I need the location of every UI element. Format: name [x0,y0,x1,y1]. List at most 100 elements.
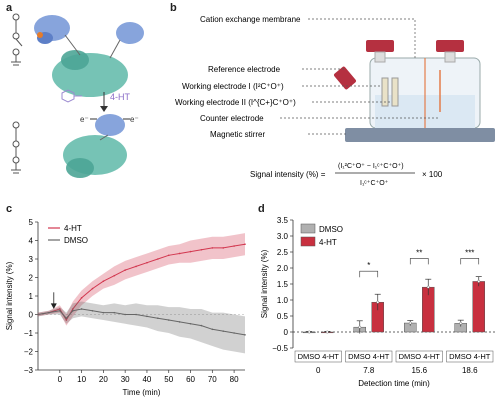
y-axis-label: Signal intensity (%) [260,249,269,318]
data-point [113,311,116,314]
formula-lhs: Signal intensity (%) = [250,170,326,179]
label-reference-electrode: Reference electrode [208,65,281,74]
y-tick-label: 3.0 [277,232,289,241]
legend-label: 4-HT [64,224,82,233]
x-tick-label: 80 [230,375,239,384]
data-point [459,321,463,325]
reaction-arrow-head [100,106,108,112]
error-band-1 [38,301,245,354]
data-point [376,300,380,304]
y-tick-label: 3 [29,255,34,264]
data-point [200,324,203,327]
group-box [395,350,443,363]
bar-4ht-3 [472,281,485,333]
group-label: 7.8 [363,366,375,375]
data-point [58,310,61,312]
data-point [146,315,148,318]
significance-label: *** [465,248,474,257]
significance-bracket [460,258,480,265]
label-membrane: Cation exchange membrane [200,15,301,24]
panel-letter-c: c [6,203,13,215]
group-label: 0 [316,366,321,375]
legend-label: 4-HT [319,238,337,247]
data-point [307,330,311,334]
data-point [157,258,159,260]
y-tick-label: 1.0 [277,296,289,305]
switch-open-icon [11,13,23,66]
group-box [345,350,393,363]
panel-letter-d: d [258,203,265,215]
data-point [124,313,126,316]
y-tick-label: 2 [29,274,34,283]
error-band-0 [38,233,245,326]
x-axis-label: Detection time (min) [358,379,430,388]
data-point [167,319,170,321]
legend-label: DMSO [64,236,88,245]
data-point [80,308,83,310]
data-point [102,311,105,314]
data-point [65,317,68,319]
data-point [146,261,148,264]
group-sublabel: DMSO 4-HT [449,352,491,361]
label-counter-electrode: Counter electrode [200,114,264,123]
group-sublabel: DMSO 4-HT [298,352,340,361]
data-point [222,330,225,332]
data-point [408,321,412,325]
data-point [244,243,246,245]
data-point [358,325,362,329]
x-tick-label: 20 [99,375,108,384]
y-tick-label: 1 [29,292,34,301]
magnetic-stirrer [345,128,495,142]
significance-label: * [367,261,370,270]
x-tick-label: 70 [208,375,217,384]
x-axis-label: Time (min) [123,388,161,397]
data-point [37,313,39,316]
y-tick-label: 4 [29,237,34,246]
y-tick-label: 0 [29,311,34,320]
panel-letter-a: a [6,2,13,14]
data-point [72,310,74,312]
y-tick-label: 0.5 [277,312,289,321]
formula-numerator: (I₁²C⁺O⁺ − I₁ᶜ⁺C⁺O⁺) [338,163,404,170]
group-label: 15.6 [411,366,427,375]
x-tick-label: 60 [186,375,195,384]
y-tick-label: 3.5 [277,216,289,225]
significance-bracket [359,270,379,278]
electron-right: e⁻ [130,115,139,124]
y-tick-label: 5 [29,218,34,227]
group-box [294,350,342,363]
stopper-right [436,40,464,52]
data-point [91,287,94,290]
data-point [426,285,430,289]
protein-structure-bottom [63,114,127,178]
y-tick-label: −3 [24,366,34,375]
data-point [72,308,74,310]
data-point [211,247,214,249]
ref-stopper [334,66,356,90]
data-point [325,330,329,334]
group-box [446,350,494,363]
data-point [48,311,50,314]
protein-structure-top [34,15,144,97]
panel-b-cell: Cation exchange membrane Reference elect… [175,15,495,187]
data-point [477,280,481,283]
y-tick-label: −2 [24,348,34,357]
x-tick-label: 10 [77,375,86,384]
formula-denominator: I₁ᶜ⁺C⁺O⁺ [360,180,389,187]
data-point [244,334,246,336]
injection-arrow-head [50,303,57,309]
y-tick-label: −0.5 [272,344,288,353]
y-tick-label: 0 [284,328,289,337]
switch-closed-icon [11,121,21,174]
data-point [189,322,192,325]
data-point [178,321,181,323]
label-magnetic-stirrer: Magnetic stirrer [210,130,265,139]
data-point [91,310,94,312]
x-tick-label: 40 [142,375,151,384]
data-point [58,308,61,310]
x-tick-label: 0 [58,375,63,384]
small-molecule-icon [61,89,82,103]
data-point [135,313,137,316]
label-working-electrode-2: Working electrode II (I^{C+}C⁺O⁺) [175,98,296,107]
